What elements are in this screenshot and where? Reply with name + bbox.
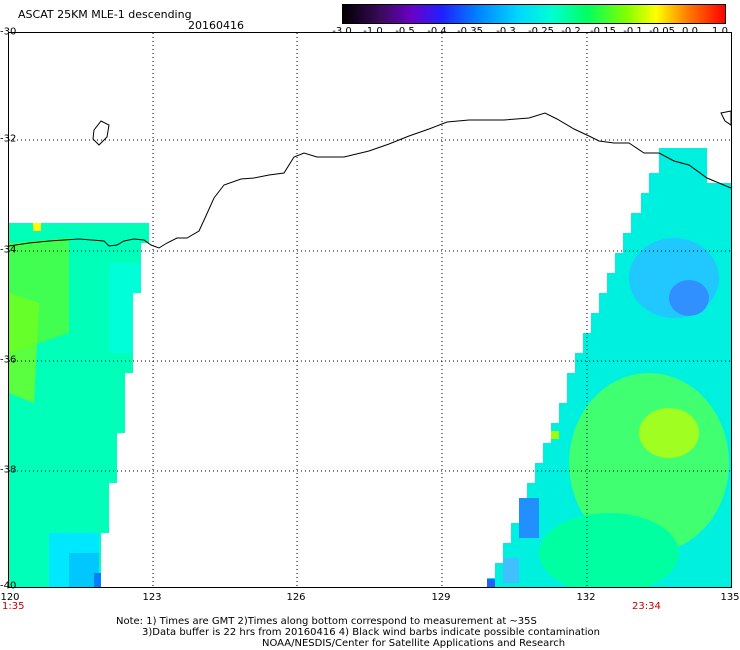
colorbar-label: -1.0 (363, 26, 383, 37)
lat-label: -40 (0, 580, 17, 592)
colorbar-label: -0.5 (395, 26, 415, 37)
lat-label: -38 (0, 464, 17, 476)
colorbar-label: -0.1 (623, 26, 643, 37)
colorbar-label: -0.3 (496, 26, 516, 37)
lon-label: 123 (142, 592, 162, 603)
lon-label: 132 (576, 592, 596, 603)
lon-label: 120 (0, 592, 20, 603)
lat-label: -34 (0, 244, 17, 256)
colorbar-label: -0.25 (528, 26, 554, 37)
note-line-1: Note: 1) Times are GMT 2)Times along bot… (116, 616, 537, 627)
colorbar-label: -3.0 (332, 26, 352, 37)
colorbar-labels: -3.0 -1.0 -0.5 -0.4 -0.35 -0.3 -0.25 -0.… (330, 26, 740, 40)
lat-label: -36 (0, 354, 17, 366)
lon-label: 135 (720, 592, 740, 603)
colorbar-label: -0.15 (590, 26, 616, 37)
lat-lon-grid (9, 33, 731, 587)
colorbar-label: -0.35 (457, 26, 483, 37)
map-panel (8, 32, 732, 588)
note-line-3: NOAA/NESDIS/Center for Satellite Applica… (262, 638, 566, 649)
map-date: 20160416 (188, 19, 244, 32)
colorbar (342, 4, 726, 24)
colorbar-label: -0.2 (561, 26, 581, 37)
colorbar-label: -0.05 (649, 26, 675, 37)
lat-label: -32 (0, 133, 17, 145)
colorbar-label: -0.4 (427, 26, 447, 37)
map-svg (9, 33, 731, 587)
coastline (9, 110, 731, 249)
note-line-2: 3)Data buffer is 22 hrs from 20160416 4)… (142, 627, 600, 638)
lon-label: 129 (431, 592, 451, 603)
colorbar-label: 1.0 (712, 26, 728, 37)
right-swath (487, 148, 731, 587)
map-title: ASCAT 25KM MLE-1 descending (18, 8, 192, 21)
right-swath-time: 23:34 (632, 601, 661, 612)
lon-label: 126 (286, 592, 306, 603)
left-swath-time: 1:35 (2, 601, 25, 612)
colorbar-label: 0.0 (682, 26, 698, 37)
lat-label: -30 (0, 26, 17, 38)
